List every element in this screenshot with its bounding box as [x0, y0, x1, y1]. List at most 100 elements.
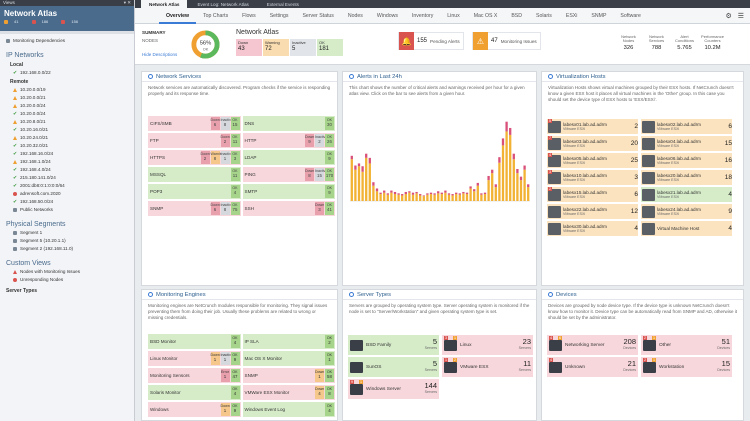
nav-top-charts[interactable]: Top Charts	[203, 12, 229, 19]
service-tile[interactable]: VMWare ESX Monitor Down 4 OK 8	[242, 385, 335, 400]
status-box[interactable]: Inactive 15	[315, 168, 327, 181]
warning-bar[interactable]	[527, 187, 530, 201]
pin-icon[interactable]: ▾ ✕	[123, 0, 131, 5]
warning-bar[interactable]	[505, 131, 508, 201]
critical-bar[interactable]	[498, 157, 501, 163]
critical-bar[interactable]	[451, 194, 454, 196]
critical-bar[interactable]	[458, 193, 461, 195]
status-box[interactable]: OK 2	[325, 335, 334, 348]
sidebar-item-network[interactable]: ✔ 192.168.0.0/22	[0, 69, 134, 77]
sidebar-item-custom-view[interactable]: Nodes with Monitoring Issues	[0, 268, 134, 276]
warning-bar[interactable]	[455, 194, 458, 201]
virtualization-host[interactable]: 4 labesx05.lab.ad.adrm VMware ESXi 25	[547, 153, 638, 168]
status-box[interactable]: Down 6	[210, 117, 220, 130]
warning-bar[interactable]	[419, 195, 422, 201]
warning-bar[interactable]	[437, 193, 440, 201]
warning-bar[interactable]	[368, 163, 371, 201]
status-box[interactable]: Down 2	[220, 134, 230, 147]
warning-bar[interactable]	[404, 194, 407, 201]
sidebar-item-network[interactable]: ✔ 10.20.0.0/24	[0, 110, 134, 118]
critical-bar[interactable]	[462, 191, 465, 194]
section-ip-networks[interactable]: IP Networks	[6, 52, 44, 59]
critical-bar[interactable]	[357, 163, 361, 167]
critical-bar[interactable]	[350, 155, 353, 160]
critical-bar[interactable]	[433, 193, 436, 195]
critical-bar[interactable]	[411, 192, 415, 195]
menu-icon[interactable]: ☰	[737, 13, 744, 20]
group-local[interactable]: Local	[10, 62, 24, 68]
critical-bar[interactable]	[447, 193, 451, 195]
virtualization-host[interactable]: labesx06.lab.ad.adrm VMware ESXi 16	[641, 153, 732, 168]
service-tile[interactable]: SMTP OK 9	[242, 184, 335, 199]
warning-bar[interactable]	[483, 194, 487, 201]
service-tile[interactable]: IP SLA OK 2	[242, 334, 335, 349]
status-box[interactable]: Inactive 1	[220, 352, 233, 365]
status-box[interactable]: Error 1	[220, 369, 230, 382]
sidebar-item-monitoring-dependencies[interactable]: Monitoring Dependencies	[0, 37, 134, 45]
warning-bar[interactable]	[426, 194, 429, 201]
warning-bar[interactable]	[458, 194, 461, 201]
critical-bar[interactable]	[440, 192, 443, 195]
type-tile[interactable]: 3 1 Linux 23 Servers	[442, 335, 533, 355]
service-tile[interactable]: DNS OK 30	[242, 116, 335, 131]
sidebar-item-network[interactable]: 10.20.8.0/21	[0, 118, 134, 126]
warning-bar[interactable]	[469, 188, 472, 201]
service-tile[interactable]: Mac OS X Monitor OK 1	[242, 351, 335, 366]
warning-bar[interactable]	[440, 194, 443, 201]
status-box[interactable]: OK 30	[325, 117, 334, 130]
tab-network-atlas[interactable]: Network Atlas	[141, 0, 188, 8]
critical-bar[interactable]	[487, 175, 490, 181]
critical-bar[interactable]	[404, 191, 407, 195]
sidebar-item-network[interactable]: ✔ 192.168.4.0/24	[0, 166, 134, 174]
status-box[interactable]: OK 11	[230, 134, 240, 147]
status-box[interactable]: Down 1	[315, 369, 324, 382]
status-box[interactable]: Down 9	[305, 134, 314, 147]
status-box[interactable]: Inactive 2	[315, 134, 327, 147]
virtualization-host[interactable]: labesx21.lab.ad.adrm VMware ESXi 4	[641, 187, 732, 202]
critical-bar[interactable]	[512, 153, 515, 160]
status-box[interactable]: OK 1	[325, 352, 334, 365]
nav-linux[interactable]: Linux	[447, 12, 460, 19]
critical-bar[interactable]	[476, 182, 479, 186]
critical-bar[interactable]	[473, 189, 476, 192]
status-box[interactable]: OK 41	[325, 202, 334, 215]
settings-icon[interactable]: ⚙	[725, 13, 732, 20]
sidebar-item-segment[interactable]: Segment 2 (192.168.11.0)	[0, 245, 134, 253]
sidebar-item-segment[interactable]: Segment 5 (10.20.1.1)	[0, 237, 134, 245]
status-box[interactable]: OK 15	[230, 117, 240, 130]
critical-bar[interactable]	[480, 193, 483, 195]
critical-bar[interactable]	[494, 184, 497, 188]
critical-bar[interactable]	[444, 190, 447, 193]
status-box[interactable]: Warning 8	[210, 151, 224, 164]
virtualization-host[interactable]: 2 labesx15.lab.ad.adrm VMware ESXi 6	[547, 187, 638, 202]
nav-snmp[interactable]: SNMP	[591, 12, 607, 19]
warning-bar[interactable]	[397, 194, 400, 201]
nav-windows[interactable]: Windows	[376, 12, 398, 19]
status-box[interactable]: OK 9	[325, 151, 334, 164]
warning-bar[interactable]	[393, 194, 397, 201]
hide-descriptions-link[interactable]: Hide Descriptions	[142, 52, 178, 57]
service-tile[interactable]: LDAP OK 9	[242, 150, 335, 165]
critical-bar[interactable]	[365, 153, 368, 158]
critical-bar[interactable]	[419, 194, 422, 196]
nav-bsd[interactable]: BSD	[511, 12, 523, 19]
tab-event-log[interactable]: Event Log: Network Atlas	[197, 2, 249, 7]
panel-header[interactable]: Network Services	[142, 72, 337, 82]
warning-bar[interactable]	[498, 162, 501, 201]
critical-bar[interactable]	[509, 127, 512, 135]
status-box[interactable]: OK 8	[325, 386, 334, 399]
status-box[interactable]: Down 6	[210, 202, 220, 215]
sidebar-item-network[interactable]: adrensoft.com.2020	[0, 190, 134, 198]
sidebar-item-network[interactable]: Public Networks	[0, 206, 134, 214]
nav-solaris[interactable]: Solaris	[536, 12, 552, 19]
virtualization-host[interactable]: labesx30.lab.ad.adrm VMware ESXi 4	[547, 221, 638, 236]
status-box[interactable]: OK 4	[230, 335, 240, 348]
warning-bar[interactable]	[415, 193, 418, 201]
sidebar-item-network[interactable]: ✔ 192.168.16.0/24	[0, 150, 134, 158]
critical-bar[interactable]	[426, 193, 429, 195]
service-tile[interactable]: Monitoring Sensors Error 1 OK 47	[148, 368, 241, 383]
warning-bar[interactable]	[444, 192, 447, 201]
nav-esxi[interactable]: ESXi	[565, 12, 578, 19]
warning-bar[interactable]	[473, 191, 476, 201]
status-box[interactable]: Inactive 8	[220, 117, 233, 130]
